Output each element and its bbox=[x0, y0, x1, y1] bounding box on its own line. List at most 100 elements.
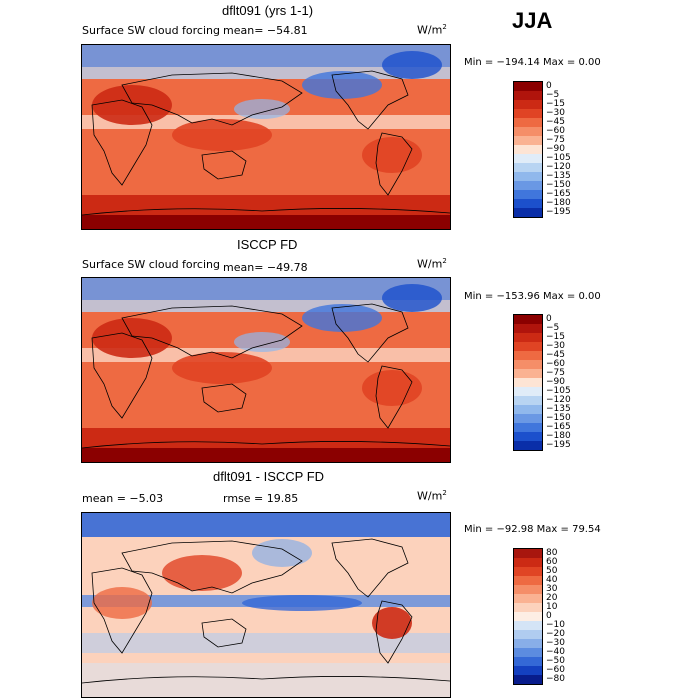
colorbar-swatch bbox=[514, 432, 542, 441]
colorbar-swatch bbox=[514, 199, 542, 208]
panel-1-mean: mean= −54.81 bbox=[223, 24, 308, 37]
colorbar-level-label: 30 bbox=[546, 584, 558, 594]
colorbar-level-label: −75 bbox=[546, 135, 565, 145]
colorbar-swatch bbox=[514, 657, 542, 666]
panel-2-subtitle: Surface SW cloud forcing bbox=[82, 258, 220, 271]
colorbar-level-label: −60 bbox=[546, 126, 565, 136]
colorbar-swatch bbox=[514, 163, 542, 172]
colorbar-level-label: 40 bbox=[546, 575, 558, 585]
colorbar-swatch bbox=[514, 378, 542, 387]
colorbar-level-label: −50 bbox=[546, 656, 565, 666]
colorbar-level-label: −195 bbox=[546, 207, 571, 217]
colorbar-level-label: −90 bbox=[546, 144, 565, 154]
colorbar-level-label: −90 bbox=[546, 377, 565, 387]
colorbar-level-label: −105 bbox=[546, 153, 571, 163]
panel-3-title: dflt091 - ISCCP FD bbox=[213, 469, 325, 484]
colorbar-level-label: −60 bbox=[546, 359, 565, 369]
colorbar-swatch bbox=[514, 136, 542, 145]
field-map bbox=[82, 45, 450, 229]
colorbar-swatch bbox=[514, 612, 542, 621]
colorbar-level-label: −105 bbox=[546, 386, 571, 396]
colorbar-level-label: 20 bbox=[546, 593, 558, 603]
colorbar-swatch bbox=[514, 405, 542, 414]
colorbar-swatch bbox=[514, 639, 542, 648]
panel-2-colorbar bbox=[513, 314, 543, 451]
colorbar-level-label: −165 bbox=[546, 189, 571, 199]
colorbar-level-label: 0 bbox=[546, 314, 552, 324]
colorbar-swatch bbox=[514, 603, 542, 612]
colorbar-swatch bbox=[514, 387, 542, 396]
panel-3-mean: mean = −5.03 bbox=[82, 492, 164, 505]
colorbar-swatch bbox=[514, 118, 542, 127]
colorbar-swatch bbox=[514, 648, 542, 657]
colorbar-swatch bbox=[514, 423, 542, 432]
colorbar-level-label: −20 bbox=[546, 629, 565, 639]
colorbar-swatch bbox=[514, 441, 542, 450]
colorbar-level-label: −195 bbox=[546, 440, 571, 450]
colorbar-swatch bbox=[514, 333, 542, 342]
colorbar-swatch bbox=[514, 576, 542, 585]
colorbar-level-label: 0 bbox=[546, 611, 552, 621]
colorbar-level-label: 10 bbox=[546, 602, 558, 612]
colorbar-level-label: 0 bbox=[546, 81, 552, 91]
panel-1-title: dflt091 (yrs 1-1) bbox=[222, 3, 314, 18]
colorbar-swatch bbox=[514, 324, 542, 333]
panel-3-colorbar bbox=[513, 548, 543, 685]
panel-2-mean: mean= −49.78 bbox=[223, 261, 308, 274]
colorbar-level-label: −120 bbox=[546, 162, 571, 172]
season-label: JJA bbox=[512, 8, 553, 33]
colorbar-level-label: −60 bbox=[546, 665, 565, 675]
colorbar-swatch bbox=[514, 91, 542, 100]
colorbar-level-label: 60 bbox=[546, 557, 558, 567]
colorbar-swatch bbox=[514, 181, 542, 190]
panel-1-map bbox=[81, 44, 451, 230]
colorbar-level-label: −180 bbox=[546, 198, 571, 208]
colorbar-swatch bbox=[514, 172, 542, 181]
panel-2-map bbox=[81, 277, 451, 463]
colorbar-level-label: −135 bbox=[546, 171, 571, 181]
panel-1-minmax: Min = −194.14 Max = 0.00 bbox=[464, 57, 601, 68]
colorbar-swatch bbox=[514, 558, 542, 567]
panel-1-colorbar bbox=[513, 81, 543, 218]
colorbar-swatch bbox=[514, 675, 542, 684]
colorbar-swatch bbox=[514, 145, 542, 154]
panel-1-units: W/m2 bbox=[417, 23, 447, 37]
colorbar-swatch bbox=[514, 154, 542, 163]
colorbar-level-label: 80 bbox=[546, 548, 558, 558]
colorbar-level-label: −135 bbox=[546, 404, 571, 414]
colorbar-swatch bbox=[514, 82, 542, 91]
colorbar-swatch bbox=[514, 414, 542, 423]
colorbar-level-label: −5 bbox=[546, 90, 560, 100]
colorbar-swatch bbox=[514, 567, 542, 576]
panel-2-title: ISCCP FD bbox=[237, 237, 298, 252]
panel-3-rmse: rmse = 19.85 bbox=[223, 492, 299, 505]
colorbar-swatch bbox=[514, 594, 542, 603]
colorbar-level-label: −30 bbox=[546, 341, 565, 351]
colorbar-swatch bbox=[514, 369, 542, 378]
colorbar-swatch bbox=[514, 360, 542, 369]
colorbar-swatch bbox=[514, 396, 542, 405]
panel-2-minmax: Min = −153.96 Max = 0.00 bbox=[464, 291, 601, 302]
colorbar-swatch bbox=[514, 666, 542, 675]
colorbar-level-label: −75 bbox=[546, 368, 565, 378]
colorbar-level-label: −30 bbox=[546, 638, 565, 648]
panel-1-subtitle: Surface SW cloud forcing bbox=[82, 24, 220, 37]
panel-3-units: W/m2 bbox=[417, 489, 447, 503]
colorbar-level-label: −120 bbox=[546, 395, 571, 405]
colorbar-swatch bbox=[514, 549, 542, 558]
colorbar-swatch bbox=[514, 585, 542, 594]
colorbar-level-label: −150 bbox=[546, 180, 571, 190]
colorbar-level-label: −5 bbox=[546, 323, 560, 333]
colorbar-level-label: −150 bbox=[546, 413, 571, 423]
field-map bbox=[82, 513, 450, 697]
colorbar-level-label: −45 bbox=[546, 350, 565, 360]
panel-3-map bbox=[81, 512, 451, 698]
colorbar-swatch bbox=[514, 190, 542, 199]
colorbar-level-label: −165 bbox=[546, 422, 571, 432]
colorbar-level-label: −30 bbox=[546, 108, 565, 118]
colorbar-level-label: −45 bbox=[546, 117, 565, 127]
colorbar-level-label: −40 bbox=[546, 647, 565, 657]
field-map bbox=[82, 278, 450, 462]
panel-3-minmax: Min = −92.98 Max = 79.54 bbox=[464, 524, 601, 535]
colorbar-swatch bbox=[514, 109, 542, 118]
